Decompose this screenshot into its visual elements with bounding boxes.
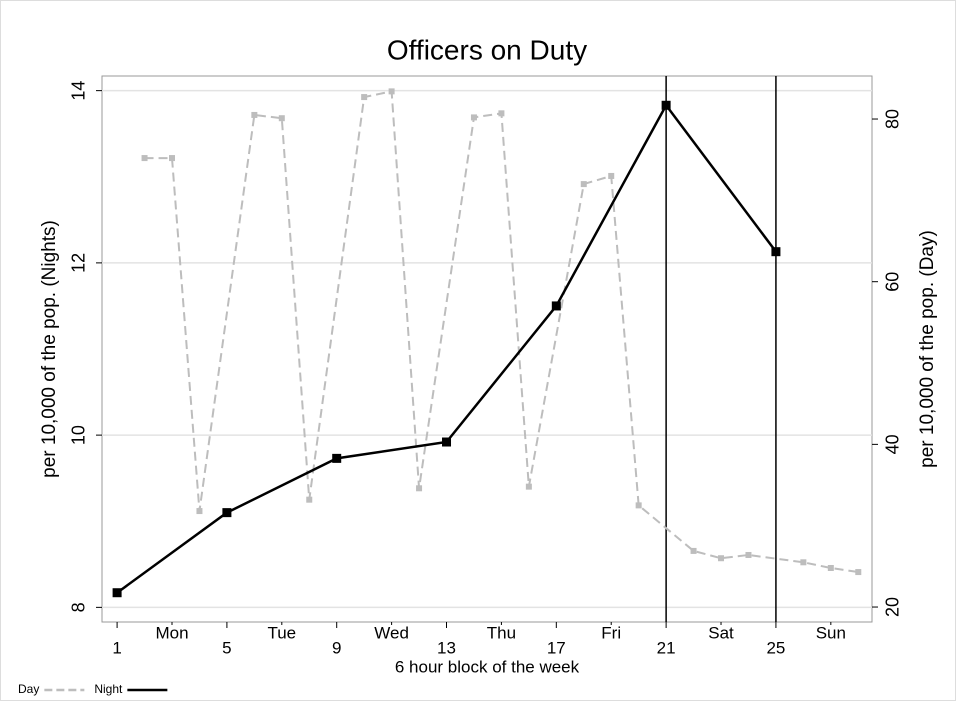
x-tick-label: 5 [222, 638, 231, 657]
series-marker [498, 110, 505, 117]
series-marker [361, 94, 368, 101]
series-marker [388, 88, 395, 95]
series-marker [196, 508, 203, 515]
series-marker [222, 508, 232, 518]
y2-tick-label: 60 [883, 272, 903, 292]
series-marker [661, 100, 671, 110]
y-tick-label: 8 [69, 602, 89, 612]
series-marker [251, 111, 258, 118]
series-marker [470, 114, 477, 121]
day-tick-label: Wed [374, 623, 409, 642]
series-marker [442, 437, 452, 447]
series-marker [416, 485, 423, 492]
series-marker [608, 172, 615, 179]
series-marker [112, 588, 122, 598]
y2-tick-label: 20 [883, 597, 903, 617]
day-tick-label: Sat [708, 623, 734, 642]
series-marker [141, 155, 148, 162]
series-marker [635, 502, 642, 509]
day-tick-label: Mon [155, 623, 188, 642]
series-marker [690, 547, 697, 554]
legend-label: Day [18, 682, 39, 696]
series-marker [169, 155, 175, 162]
series-marker [332, 453, 342, 463]
y-tick-label: 12 [69, 253, 89, 273]
y2-axis-label: per 10,000 of the pop. (Day) [917, 230, 938, 468]
y2-tick-label: 40 [883, 434, 903, 454]
series-marker [800, 559, 807, 566]
y-tick-label: 10 [69, 425, 89, 445]
x-tick-label: 25 [766, 638, 785, 657]
x-tick-label: 21 [657, 638, 676, 657]
x-tick-label: 17 [547, 638, 566, 657]
x-axis-label: 6 hour block of the week [395, 657, 580, 676]
series-marker [855, 569, 862, 576]
day-tick-label: Fri [601, 623, 621, 642]
series-marker [525, 483, 532, 490]
series-marker [580, 181, 587, 188]
chart-title: Officers on Duty [387, 34, 587, 65]
legend-label: Night [94, 682, 123, 696]
series-marker [771, 247, 781, 257]
series-marker [278, 115, 285, 122]
day-tick-label: Thu [487, 623, 516, 642]
series-marker [718, 555, 725, 562]
y2-tick-label: 80 [883, 109, 903, 129]
y-axis-label: per 10,000 of the pop. (Nights) [39, 220, 60, 478]
x-tick-label: 9 [332, 638, 341, 657]
series-marker [551, 301, 561, 311]
x-tick-label: 13 [437, 638, 456, 657]
x-tick-label: 1 [112, 638, 121, 657]
series-marker [827, 564, 834, 571]
series-marker [306, 496, 313, 503]
series-marker [745, 551, 752, 558]
y-tick-label: 14 [69, 81, 89, 101]
plot-area [101, 75, 873, 623]
day-tick-label: Tue [267, 623, 296, 642]
day-tick-label: Sun [816, 623, 846, 642]
